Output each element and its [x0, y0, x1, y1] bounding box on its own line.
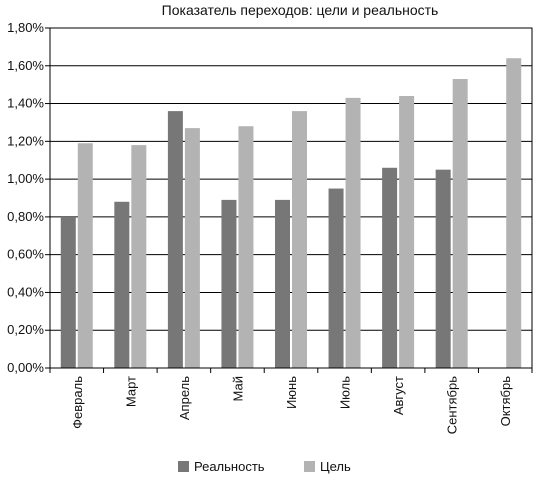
bar-actual: [60, 216, 76, 368]
bar-actual: [114, 201, 130, 368]
legend-swatch: [304, 461, 315, 472]
bar-target: [238, 126, 254, 368]
bar-actual: [221, 199, 237, 368]
bar-target: [292, 111, 307, 368]
bar-actual: [382, 167, 398, 368]
y-tick-label: 0,80%: [7, 209, 44, 224]
y-tick-label: 0,00%: [7, 360, 44, 375]
bar-target: [506, 58, 522, 368]
x-category-label: Июль: [338, 376, 353, 409]
legend-label: Цель: [320, 459, 351, 474]
x-category-label: Февраль: [70, 376, 85, 429]
legend-swatch: [178, 461, 189, 472]
bar-actual: [328, 188, 344, 368]
bar-target: [184, 128, 200, 368]
plot-frame: [49, 27, 533, 369]
x-category-label: Сентябрь: [445, 376, 460, 434]
bar-actual: [167, 111, 183, 368]
chart-title: Показатель переходов: цели и реальность: [162, 2, 439, 18]
axes: [45, 27, 533, 373]
x-category-label: Май: [230, 376, 245, 401]
y-tick-label: 0,40%: [7, 284, 44, 299]
legend: Реальность Цель: [178, 459, 351, 474]
bar-target: [77, 143, 93, 368]
y-tick-label: 1,00%: [7, 171, 44, 186]
x-axis-categories: Февраль Март Апрель Май Июнь Июль Август Сентяб…: [70, 376, 513, 434]
x-category-label: Октябрь: [498, 376, 513, 427]
y-tick-label: 0,20%: [7, 322, 44, 337]
x-category-label: Апрель: [177, 376, 192, 420]
bar-target: [399, 96, 415, 368]
x-category-label: Август: [391, 376, 406, 415]
bar-actual: [435, 169, 451, 368]
y-tick-label: 1,20%: [7, 133, 44, 148]
bar-target: [452, 79, 468, 368]
bar-actual: [275, 199, 290, 368]
y-tick-label: 1,40%: [7, 96, 44, 111]
y-axis-ticks: 0,00% 0,20% 0,40% 0,60% 0,80% 1,00% 1,20% 1,40%…: [7, 20, 44, 375]
bars: [60, 58, 522, 368]
y-tick-label: 1,60%: [7, 58, 44, 73]
x-category-label: Июнь: [284, 376, 299, 409]
y-tick-label: 0,60%: [7, 247, 44, 262]
bar-target: [345, 97, 361, 368]
y-tick-label: 1,80%: [7, 20, 44, 35]
legend-label: Реальность: [194, 459, 265, 474]
bar-target: [131, 145, 147, 368]
x-category-label: Март: [123, 376, 138, 407]
